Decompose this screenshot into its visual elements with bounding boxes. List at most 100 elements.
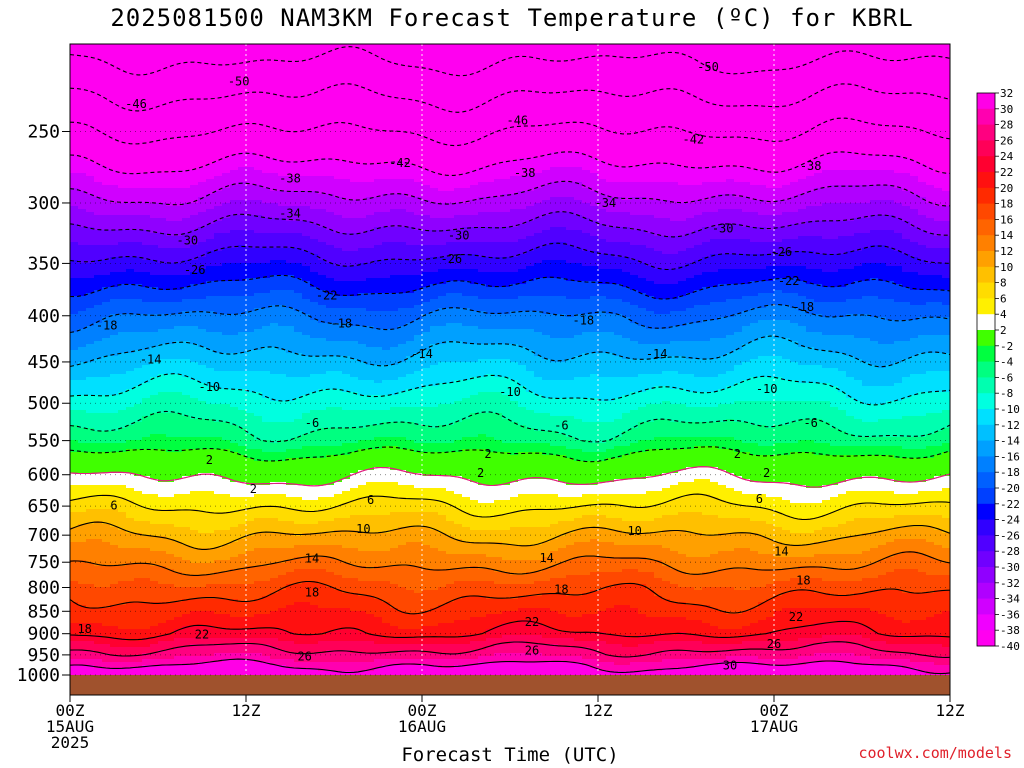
contour-label: 14 [305, 552, 319, 566]
contour-label: -22 [778, 274, 800, 288]
colorbar-swatch [977, 551, 995, 567]
contour-label: -38 [514, 166, 536, 180]
contour-label: -14 [140, 352, 162, 366]
colorbar-label: -20 [1000, 482, 1020, 495]
y-tick-label: 1000 [17, 665, 60, 686]
colorbar-label: 16 [1000, 213, 1013, 226]
colorbar-label: -26 [1000, 529, 1020, 542]
contour-label: -18 [330, 317, 352, 331]
y-tick-label: 500 [27, 393, 60, 414]
contour-label: -34 [594, 196, 616, 210]
contour-label: 2 [250, 482, 257, 496]
contour-label: 10 [356, 522, 370, 536]
contour-label: -50 [228, 74, 250, 88]
colorbar-swatch [977, 156, 995, 172]
colorbar-label: -36 [1000, 608, 1020, 621]
colorbar-label: 26 [1000, 134, 1013, 147]
colorbar-swatch [977, 567, 995, 583]
contour-label: 2 [734, 447, 741, 461]
x-tick-label: 12Z [936, 701, 965, 720]
contour-label: 18 [77, 622, 91, 636]
colorbar-swatch [977, 109, 995, 125]
colorbar-swatch [977, 377, 995, 393]
colorbar-swatch [977, 362, 995, 378]
y-tick-label: 550 [27, 431, 60, 452]
contour-label: 14 [539, 551, 553, 565]
contour-label: 6 [110, 499, 117, 513]
contour-label: 18 [796, 574, 810, 588]
contour-label: 2 [763, 466, 770, 480]
contour-label: 2 [206, 453, 213, 467]
y-tick-label: 300 [27, 193, 60, 214]
colorbar-swatch [977, 614, 995, 630]
pressure-axis: 2503003504004505005506006507007508008509… [17, 121, 70, 686]
colorbar-label: -2 [1000, 340, 1013, 353]
colorbar-label: 14 [1000, 229, 1014, 242]
contour-label: -10 [756, 382, 778, 396]
colorbar-swatch [977, 630, 995, 646]
colorbar-label: -34 [1000, 593, 1020, 606]
contour-label: 26 [297, 650, 311, 664]
colorbar-label: 24 [1000, 150, 1014, 163]
colorbar-label: -24 [1000, 514, 1020, 527]
colorbar-swatch [977, 583, 995, 599]
y-tick-label: 400 [27, 306, 60, 327]
colorbar-swatch [977, 346, 995, 362]
colorbar-label: -6 [1000, 371, 1013, 384]
x-tick-label: 17AUG [750, 717, 798, 736]
contour-label: -30 [712, 221, 734, 235]
contour-label: -14 [646, 347, 668, 361]
ground-band [70, 675, 950, 695]
y-tick-label: 700 [27, 525, 60, 546]
colorbar-swatch [977, 520, 995, 536]
contour-label: -26 [440, 252, 462, 266]
contour-label: -30 [448, 229, 470, 243]
contour-label: -22 [316, 289, 338, 303]
contour-label: -14 [411, 347, 433, 361]
colorbar-label: -22 [1000, 498, 1020, 511]
contour-label: 14 [774, 545, 788, 559]
contour-label: -26 [184, 263, 206, 277]
colorbar-swatch [977, 393, 995, 409]
colorbar-label: 4 [1000, 308, 1007, 321]
contour-label: -6 [305, 416, 319, 430]
x-tick-label: 12Z [584, 701, 613, 720]
colorbar-swatch [977, 456, 995, 472]
colorbar-swatch [977, 298, 995, 314]
contour-label: 18 [305, 585, 319, 599]
y-tick-label: 850 [27, 601, 60, 622]
colorbar-swatch [977, 535, 995, 551]
colorbar-swatch [977, 599, 995, 615]
colorbar-label: -10 [1000, 403, 1020, 416]
colorbar-label: 32 [1000, 87, 1013, 100]
contour-label: -42 [682, 132, 704, 146]
ground-layer [70, 675, 950, 695]
contour-label: 6 [367, 493, 374, 507]
temperature-fill [70, 44, 951, 678]
temperature-cross-section-chart: -50-50-46-46-42-42 -38-38 -38-34-34-30 -30-… [0, 0, 1024, 768]
contour-label: -18 [96, 318, 118, 332]
colorbar-swatch [977, 488, 995, 504]
contour-label: 2 [477, 466, 484, 480]
contour-label: 30 [723, 658, 737, 672]
colorbar-legend: 3230282624222018161412108642-2-4-6-8-10-… [977, 87, 1020, 653]
colorbar-label: 2 [1000, 324, 1007, 337]
colorbar-label: 28 [1000, 119, 1013, 132]
colorbar-swatch [977, 235, 995, 251]
y-tick-label: 350 [27, 253, 60, 274]
colorbar-label: -30 [1000, 561, 1020, 574]
colorbar-swatch [977, 504, 995, 520]
contour-label: -18 [572, 314, 594, 328]
contour-label: -34 [279, 206, 301, 220]
y-tick-label: 250 [27, 121, 60, 142]
colorbar-swatch [977, 204, 995, 220]
colorbar-label: 30 [1000, 103, 1013, 116]
contour-label: 22 [525, 615, 539, 629]
colorbar-swatch [977, 283, 995, 299]
colorbar-label: 10 [1000, 261, 1013, 274]
colorbar-label: -32 [1000, 577, 1020, 590]
colorbar-swatch [977, 125, 995, 141]
colorbar-label: -38 [1000, 624, 1020, 637]
contour-label: 26 [525, 644, 539, 658]
colorbar-label: -8 [1000, 387, 1013, 400]
